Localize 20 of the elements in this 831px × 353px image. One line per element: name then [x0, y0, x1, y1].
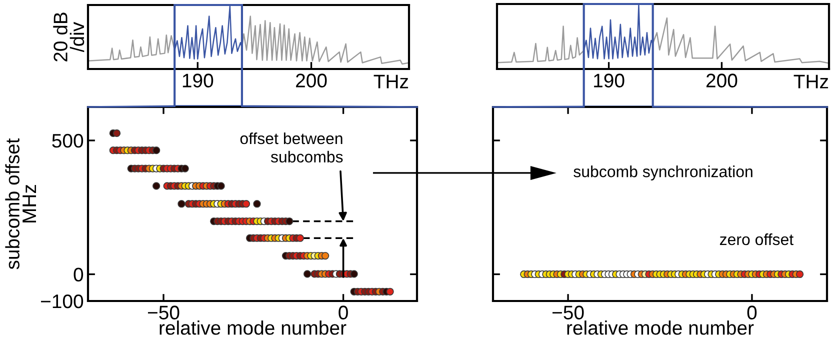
annotation: subcomb synchronization [574, 166, 752, 180]
annotation: offset between subcombs [240, 132, 343, 163]
y-tick-label: −100 [41, 294, 84, 308]
y-tick-label: 0 [74, 268, 84, 282]
x-axis-title: relative mode number [160, 320, 346, 335]
y-tick-label: 500 [52, 134, 84, 148]
x-tick-label: −50 [552, 306, 584, 320]
x-tick-label: 190 [182, 74, 214, 88]
x-tick-label: 0 [338, 306, 348, 320]
x-axis-title: relative mode number [567, 320, 754, 335]
y-axis-title: 20 dB /div [53, 12, 84, 62]
x-tick-label: −50 [148, 306, 180, 320]
annotation: zero offset [720, 233, 794, 246]
x-tick-label: 200 [296, 74, 327, 88]
x-tick-label: 190 [594, 74, 624, 88]
x-axis-title: THz [374, 74, 408, 88]
y-axis-title: subcomb offset MHz [5, 138, 36, 270]
x-tick-label: 200 [706, 74, 738, 88]
x-axis-title: THz [794, 74, 828, 88]
x-tick-label: 0 [747, 306, 757, 320]
